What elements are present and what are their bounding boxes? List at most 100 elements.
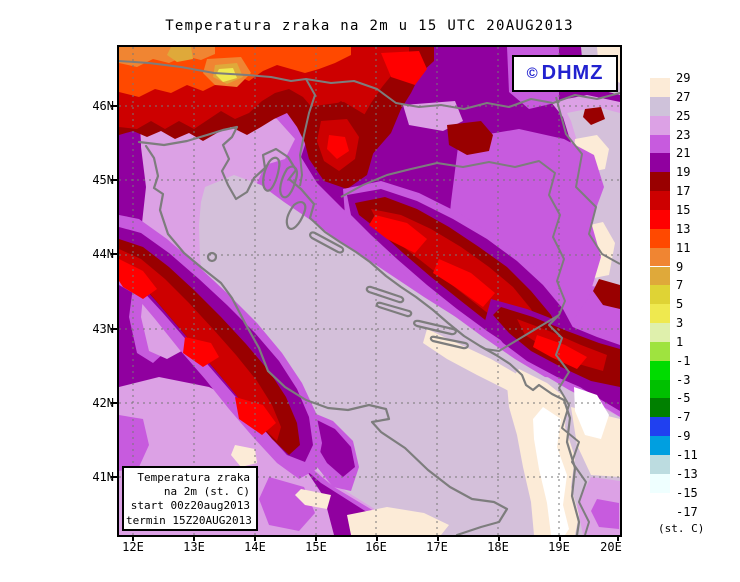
x-axis-tick	[254, 535, 256, 541]
adriatic-east-coastline	[137, 125, 581, 537]
island-outline	[309, 231, 345, 254]
colorbar-band	[650, 323, 670, 342]
colorbar-band	[650, 96, 670, 116]
info-line: termin 15Z20AUG2013	[126, 513, 252, 527]
x-axis-label: 15E	[305, 540, 327, 554]
colorbar-band	[650, 134, 670, 154]
colorbar-band	[650, 266, 670, 286]
colorbar-band	[650, 473, 670, 493]
colorbar-label: 15	[676, 202, 691, 217]
colorbar-band	[650, 153, 670, 173]
colorbar-band	[650, 341, 670, 361]
sava-warm-patch	[403, 101, 463, 131]
colorbar-label: 5	[676, 297, 684, 312]
coastlines	[137, 125, 581, 537]
colorbar-label: 11	[676, 240, 691, 255]
x-axis-label: 13E	[183, 540, 205, 554]
colorbar-band	[650, 78, 670, 97]
y-axis-label: 45N	[92, 173, 114, 187]
country-borders	[118, 60, 621, 536]
dhmz-logo-text: DHMZ	[541, 62, 604, 84]
island-outline	[365, 285, 405, 304]
colorbar-band	[650, 492, 670, 512]
y-axis-label: 46N	[92, 99, 114, 113]
island-outline	[262, 156, 281, 192]
gorski-kotar-ridge	[302, 102, 375, 189]
colorbar-label: -1	[676, 353, 691, 368]
y-axis-tick	[111, 179, 117, 181]
colorbar-label: 1	[676, 334, 684, 349]
colorbar-label: 23	[676, 127, 691, 142]
x-axis-label: 17E	[426, 540, 448, 554]
colorbar-label: 3	[676, 316, 684, 331]
colorbar-label: 7	[676, 278, 684, 293]
y-axis-tick	[111, 328, 117, 330]
colorbar-label: 17	[676, 184, 691, 199]
dhmz-logo: © DHMZ	[512, 55, 618, 92]
colorbar-band	[650, 360, 670, 380]
x-axis-tick	[376, 535, 378, 541]
x-axis-label: 16E	[365, 540, 387, 554]
colorbar-label: -13	[676, 466, 698, 481]
island-outline	[206, 251, 218, 263]
island-outline	[375, 301, 413, 318]
y-axis-tick	[111, 253, 117, 255]
colorbar-label: 13	[676, 221, 691, 236]
montenegro-ridge	[485, 299, 620, 399]
info-line: Temperatura zraka	[137, 471, 250, 484]
italy-coastline	[144, 144, 509, 537]
y-axis-tick	[111, 476, 117, 478]
island-outline	[285, 201, 307, 230]
x-axis-label: 20E	[600, 540, 622, 554]
colorbar-band	[650, 285, 670, 305]
colorbar-band	[650, 455, 670, 474]
colorbar-band	[650, 379, 670, 399]
colorbar-unit-label: (st. C)	[658, 522, 705, 535]
x-axis-tick	[617, 535, 619, 541]
page-title: Temperatura zraka na 2m u 15 UTC 20AUG20…	[165, 18, 574, 34]
colorbar-band	[650, 191, 670, 210]
colorbar-band	[650, 304, 670, 324]
bosnia-cold-blob	[447, 121, 493, 155]
x-axis-tick	[559, 535, 561, 541]
y-axis-label: 43N	[92, 322, 114, 336]
info-line: start 00z20aug2013	[130, 499, 250, 513]
colorbar-label: -15	[676, 485, 698, 500]
info-box: Temperatura zraka na 2m (st. C) start 00z2…	[122, 466, 258, 531]
colorbar-band	[650, 398, 670, 418]
island-outline	[279, 165, 298, 199]
sea-cool-streak	[315, 419, 355, 477]
colorbar-label: 29	[676, 71, 691, 85]
colorbar-label: 9	[676, 259, 684, 274]
x-axis-tick	[437, 535, 439, 541]
colorbar-band	[650, 172, 670, 192]
temperature-map	[117, 45, 622, 537]
island-outline	[429, 335, 469, 350]
x-axis-label: 19E	[548, 540, 570, 554]
colorbar-band	[650, 115, 670, 135]
colorbar-band	[650, 228, 670, 248]
x-axis-label: 14E	[244, 540, 266, 554]
coastal-hot-zone	[231, 329, 620, 535]
colorbar-label: -11	[676, 448, 698, 462]
info-line: na 2m (st. C)	[163, 485, 250, 499]
colorbar-label: -17	[676, 504, 698, 519]
x-axis-label: 18E	[487, 540, 509, 554]
colorbar-label: -9	[676, 429, 691, 444]
y-axis-label: 41N	[92, 470, 114, 484]
x-axis-label: 12E	[122, 540, 144, 554]
colorbar-label: -3	[676, 372, 691, 387]
x-axis-tick	[193, 535, 195, 541]
colorbar-band	[650, 247, 670, 267]
colorbar-label: 19	[676, 165, 691, 180]
colorbar-label: -7	[676, 410, 691, 425]
colorbar-label: -5	[676, 391, 691, 406]
colorbar-band	[650, 417, 670, 437]
sw-transition-blob	[119, 415, 149, 471]
x-axis-tick	[498, 535, 500, 541]
y-axis-label: 42N	[92, 396, 114, 410]
y-axis-tick	[111, 402, 117, 404]
colorbar-label: 27	[676, 89, 691, 104]
y-axis-tick	[111, 105, 117, 107]
